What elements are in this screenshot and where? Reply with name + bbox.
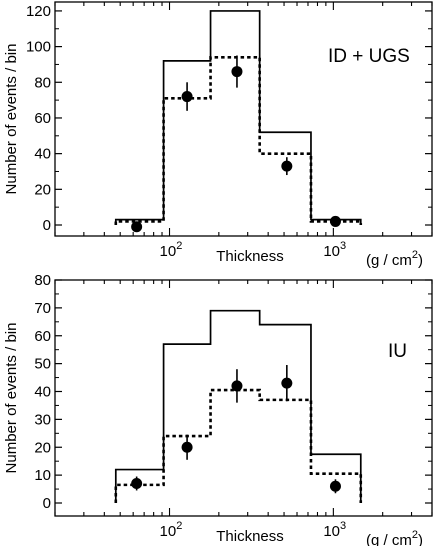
x-tick-label-exponent: 2 [176,240,182,252]
y-tick-label: 40 [34,146,51,163]
x-axis-unit: (g / cm2) [366,529,423,546]
data-point [181,91,193,103]
x-tick-label-exponent: 3 [340,240,346,252]
panel-annotation: IU [388,341,407,362]
y-tick-label: 120 [26,3,51,20]
x-tick-label: 102 [160,240,183,260]
histogram-dotted [114,388,363,503]
x-axis-label: Thickness [216,248,284,265]
x-axis-unit-text: (g / cm [366,252,412,269]
data-point [131,221,143,233]
y-tick-label: 30 [34,411,51,428]
panel-annotation: ID + UGS [328,46,410,67]
y-tick-label: 60 [34,328,51,345]
x-axis-unit-close: ) [418,252,423,269]
y-tick-label: 70 [34,300,51,317]
y-tick-label: 60 [34,110,51,127]
y-tick-label: 0 [43,495,51,512]
x-tick-label: 103 [323,520,346,540]
y-axis-label: Number of events / bin [3,44,20,195]
y-tick-label: 10 [34,467,51,484]
data-point [281,377,293,389]
plot-frame [54,279,433,517]
y-tick-label: 50 [34,356,51,373]
y-tick-label: 40 [34,384,51,401]
x-tick-label-base: 10 [323,523,340,540]
x-tick-label: 103 [323,240,346,260]
x-axis-label: Thickness [216,528,284,545]
x-tick-label: 102 [160,520,183,540]
data-point [231,66,243,78]
x-tick-label-base: 10 [160,243,177,260]
histogram-solid [114,309,362,503]
x-axis-unit-superscript: 2 [412,529,418,541]
y-tick-label: 100 [26,39,51,56]
histogram-solid [114,10,362,225]
x-axis-unit-close: ) [418,532,423,546]
y-tick-label: 20 [34,181,51,198]
y-tick-label: 0 [43,217,51,234]
histogram-dotted [114,56,363,225]
x-tick-label-base: 10 [323,243,340,260]
data-point [131,477,143,489]
x-tick-label-exponent: 2 [176,520,182,532]
y-tick-label: 20 [34,439,51,456]
plot-frame [54,1,433,237]
data-point [181,441,193,453]
y-tick-label: 80 [34,272,51,289]
data-point [231,380,243,392]
y-tick-label: 80 [34,74,51,91]
data-point [329,480,341,492]
x-tick-label-exponent: 3 [340,520,346,532]
y-axis-label: Number of events / bin [3,323,20,474]
x-axis-unit-superscript: 2 [412,249,418,261]
data-point [329,215,341,227]
x-axis-unit-text: (g / cm [366,532,412,546]
x-axis-unit: (g / cm2) [366,249,423,269]
data-point [281,160,293,172]
x-tick-label-base: 10 [160,523,177,540]
